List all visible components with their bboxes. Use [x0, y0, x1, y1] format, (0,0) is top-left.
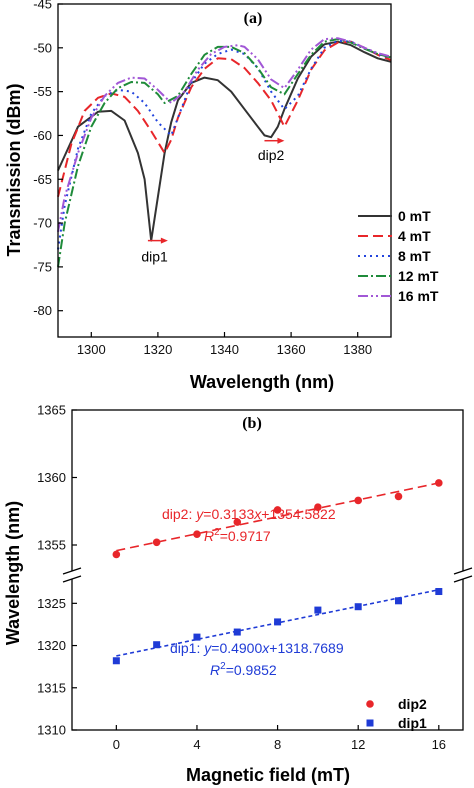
point-dip1 — [233, 628, 241, 636]
y-tick-label: -80 — [33, 303, 52, 318]
panel-b-y-ticks: 1355 1360 1365 1310 1315 1320 1325 — [37, 403, 77, 738]
legend-label-dip1: dip1 — [398, 715, 427, 731]
y-tick-label: -50 — [33, 40, 52, 55]
point-dip1 — [395, 597, 403, 605]
legend-label-8-mt: 8 mT — [398, 248, 431, 264]
panel-a-x-axis-label: Wavelength (nm) — [190, 372, 334, 392]
y-tick-label: -45 — [33, 0, 52, 12]
y-tick-label: -55 — [33, 84, 52, 99]
point-dip2 — [233, 518, 242, 526]
y-tick-label: 1315 — [37, 680, 66, 695]
point-dip2 — [112, 550, 121, 559]
axis-break-slash — [453, 567, 473, 575]
point-dip1 — [112, 657, 120, 665]
fit-equation-dip2: dip2: y=0.3133x+1354.5822 — [162, 506, 336, 522]
panel-b-x-ticks: 0 4 8 12 16 — [113, 725, 446, 752]
x-tick-label: 1320 — [143, 342, 172, 357]
y-tick-label: 1360 — [37, 470, 66, 485]
fit-equation-dip1: dip1: y=0.4900x+1318.7689 — [170, 640, 344, 656]
x-tick-label: 1340 — [210, 342, 239, 357]
panel-b-label: (b) — [242, 415, 262, 432]
axis-break-slash — [62, 575, 82, 583]
y-tick-label: 1365 — [37, 403, 66, 418]
fit-line-dip2 — [116, 482, 439, 552]
point-dip2 — [152, 538, 161, 547]
legend-marker-dip2 — [366, 700, 374, 708]
curve-4-mt — [57, 40, 392, 198]
dip2-label: dip2 — [258, 147, 285, 163]
shift-arrow-head — [277, 137, 285, 144]
point-dip2 — [435, 479, 443, 487]
y-tick-label: 1355 — [37, 538, 66, 553]
x-tick-label: 1360 — [277, 342, 306, 357]
point-dip2 — [394, 492, 403, 501]
panel-a-y-ticks: -45 -50 -55 -60 -65 -70 -75 -80 — [33, 0, 63, 318]
point-dip2 — [354, 496, 362, 505]
x-tick-label: 0 — [113, 737, 120, 752]
y-tick-label: -70 — [33, 216, 52, 231]
panel-b-x-axis-label: Magnetic field (mT) — [186, 765, 350, 785]
point-dip1 — [274, 618, 282, 626]
x-tick-label: 1300 — [77, 342, 106, 357]
panel-a: (a) dip1 dip2 1300 1320 1340 1360 1380 -45 -5… — [4, 0, 439, 392]
point-dip1 — [435, 588, 443, 596]
axis-break-gap — [69, 571, 75, 579]
curve-16-mt — [57, 37, 392, 232]
y-tick-label: -75 — [33, 259, 52, 274]
y-tick-label: 1320 — [37, 638, 66, 653]
y-tick-label: -60 — [33, 128, 52, 143]
curve-0-mt — [57, 40, 392, 242]
point-dip1 — [354, 603, 362, 611]
x-tick-label: 1380 — [343, 342, 372, 357]
dip-annotations: dip1 dip2 — [141, 137, 285, 265]
curve-8-mt — [57, 39, 392, 250]
point-dip1 — [193, 633, 201, 641]
y-tick-label: 1325 — [37, 596, 66, 611]
legend-marker-dip1 — [366, 719, 374, 727]
y-tick-label: 1310 — [37, 723, 66, 738]
y-tick-label: -65 — [33, 172, 52, 187]
panel-b: (b) 0 4 8 12 16 1355 1360 1365 1310 1315 1320 1325… — [3, 403, 473, 785]
x-tick-label: 8 — [274, 737, 281, 752]
panel-b-frame — [71, 409, 464, 731]
axis-break-slash — [62, 567, 82, 575]
legend-label-12-mt: 12 mT — [398, 268, 439, 284]
point-dip2 — [273, 506, 282, 514]
shift-arrow-head — [160, 237, 168, 244]
x-tick-label: 12 — [351, 737, 365, 752]
point-dip1 — [153, 641, 161, 649]
r-squared-dip2: R2=0.9717 — [204, 527, 271, 544]
legend-label-4-mt: 4 mT — [398, 228, 431, 244]
legend-label-16-mt: 16 mT — [398, 288, 439, 304]
axis-break — [62, 567, 473, 583]
panel-a-frame — [57, 3, 392, 338]
axis-break-gap — [460, 571, 466, 579]
point-dip2 — [193, 530, 201, 538]
legend-label-dip2: dip2 — [398, 696, 427, 712]
panel-a-x-ticks: 1300 1320 1340 1360 1380 — [77, 332, 372, 357]
legend-label-0-mt: 0 mT — [398, 208, 431, 224]
panel-a-legend: 0 mT 4 mT 8 mT 12 mT 16 mT — [358, 208, 439, 304]
point-dip1 — [314, 606, 322, 614]
panel-b-legend: dip2 dip1 — [366, 696, 427, 731]
curve-12-mt — [57, 38, 392, 268]
x-tick-label: 4 — [193, 737, 200, 752]
panel-a-label: (a) — [244, 10, 263, 27]
panel-b-y-axis-label: Wavelength (nm) — [3, 501, 23, 645]
panel-a-y-axis-label: Transmission (dBm) — [4, 83, 24, 256]
x-tick-label: 16 — [432, 737, 446, 752]
data-points — [112, 479, 443, 665]
point-dip2 — [314, 503, 322, 512]
transmission-curves — [57, 37, 392, 268]
r-squared-dip1: R2=0.9852 — [210, 661, 277, 678]
axis-break-slash — [453, 575, 473, 583]
dip1-label: dip1 — [141, 249, 168, 265]
